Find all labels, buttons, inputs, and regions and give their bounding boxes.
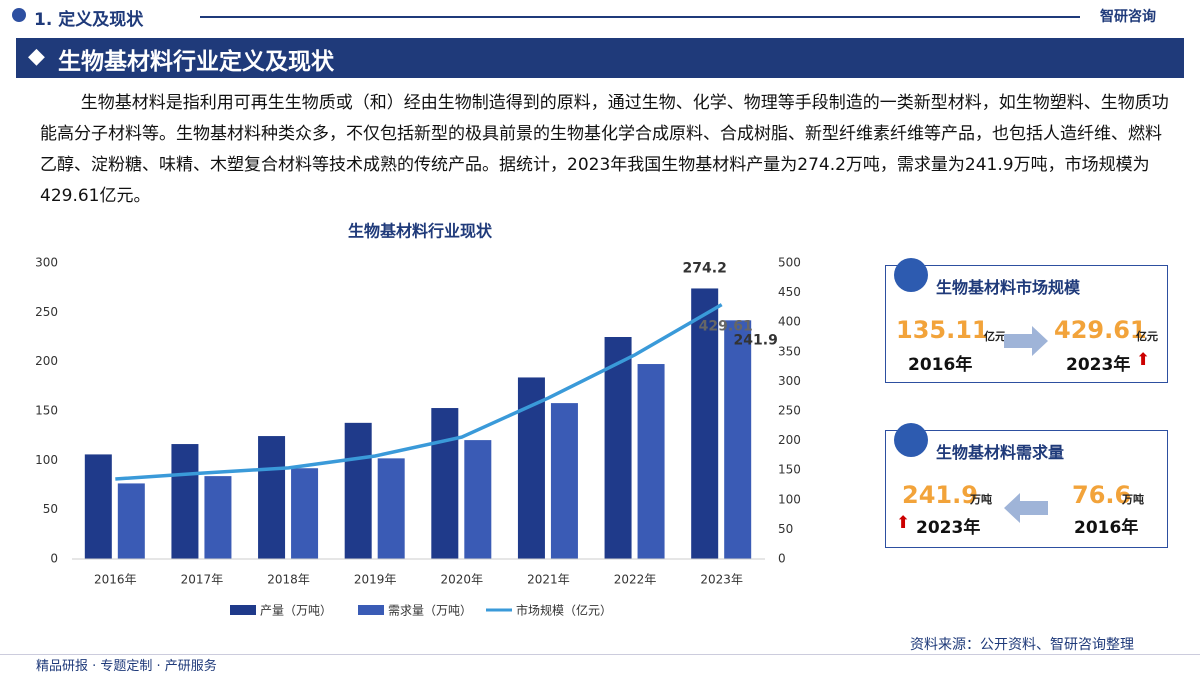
y2-tick-label: 50 (778, 522, 793, 536)
y2-tick-label: 450 (778, 285, 801, 299)
x-tick-label: 2022年 (614, 573, 657, 587)
rule (200, 16, 1080, 18)
bar (691, 288, 719, 559)
x-tick-label: 2018年 (267, 573, 310, 587)
bar (258, 436, 286, 559)
card-unit: 亿元 (1136, 330, 1158, 343)
card-year: 2023年 (916, 518, 981, 538)
card-unit: 万吨 (1122, 493, 1144, 506)
bar (550, 403, 578, 559)
y2-tick-label: 300 (778, 374, 801, 388)
arrow (1004, 493, 1048, 523)
y2-tick-label: 200 (778, 433, 801, 447)
x-tick-label: 2020年 (441, 573, 484, 587)
card-year: 2016年 (908, 355, 973, 375)
section: 1. 定义及现状 (34, 10, 144, 30)
y2-tick-label: 350 (778, 344, 801, 358)
y-tick-label: 50 (43, 502, 58, 516)
chart-title: 生物基材料行业现状 (348, 222, 493, 241)
bar (604, 337, 632, 559)
legend-label: 需求量（万吨） (388, 604, 472, 618)
y2-tick-label: 400 (778, 315, 801, 329)
source: 资料来源：公开资料、智研咨询整理 (910, 637, 1134, 653)
bar (377, 458, 405, 559)
card-value: 135.11 (896, 316, 989, 344)
x-tick-label: 2016年 (94, 573, 137, 587)
legend-label: 市场规模（亿元） (516, 603, 612, 618)
bullet (12, 8, 26, 22)
rule (0, 654, 1200, 655)
title-band (16, 38, 1184, 78)
y-tick-label: 200 (35, 354, 58, 368)
card-unit: 亿元 (984, 330, 1006, 343)
diamond: ◆ (28, 44, 45, 69)
y2-tick-label: 0 (778, 552, 786, 566)
data-label: 274.2 (683, 260, 727, 276)
up-arrow: ⬆ (1136, 350, 1151, 370)
icon (894, 258, 928, 292)
data-label: 241.9 (734, 332, 778, 348)
legend-swatch (358, 605, 384, 615)
card-title: 生物基材料需求量 (936, 443, 1065, 462)
arrow (1004, 326, 1048, 356)
paragraph: 生物基材料是指利用可再生生物质或（和）经由生物制造得到的原料，通过生物、化学、物… (40, 93, 1169, 206)
services: 精品研报 · 专题定制 · 产研服务 (36, 659, 217, 673)
card-value: 429.61 (1054, 316, 1147, 344)
brand: 智研咨询 (1100, 9, 1156, 25)
title: 生物基材料行业定义及现状 (58, 49, 334, 75)
y-tick-label: 0 (50, 552, 58, 566)
legend-label: 产量（万吨） (260, 604, 332, 618)
bar (171, 444, 199, 559)
bar (204, 476, 232, 559)
y2-tick-label: 150 (778, 463, 801, 477)
x-tick-label: 2019年 (354, 573, 397, 587)
line (115, 303, 723, 481)
icon (894, 423, 928, 457)
bar (431, 408, 459, 559)
bar (517, 377, 545, 559)
card-year: 2023年 (1066, 355, 1131, 375)
bar (344, 422, 372, 559)
up-arrow: ⬆ (896, 513, 911, 533)
bar (464, 440, 492, 559)
card-title: 生物基材料市场规模 (936, 278, 1081, 297)
bar (117, 483, 145, 559)
card-unit: 万吨 (970, 493, 992, 506)
x-tick-label: 2017年 (181, 573, 224, 587)
bar (724, 320, 752, 559)
y-tick-label: 300 (35, 256, 58, 270)
legend-swatch (230, 605, 256, 615)
y2-tick-label: 100 (778, 492, 801, 506)
y2-tick-label: 500 (778, 256, 801, 270)
bar (637, 364, 665, 559)
card: 生物基材料需求量 76.6 万吨 2016年 241.9 万吨 ⬆ 2023年 (885, 423, 1168, 548)
data-label: 429.61 (699, 319, 753, 335)
card-value: 76.6 (1072, 481, 1132, 509)
card-year: 2016年 (1074, 518, 1139, 538)
bar (84, 454, 112, 559)
y-tick-label: 150 (35, 404, 58, 418)
card: 生物基材料市场规模 135.11 亿元 2016年 429.61 亿元 2023… (885, 258, 1168, 383)
x-tick-label: 2023年 (700, 573, 743, 587)
chart: 生物基材料行业现状 0 50 100 150 200 250 300 0 50 100 150 200… (35, 222, 801, 618)
y-tick-label: 100 (35, 453, 58, 467)
x-tick-label: 2021年 (527, 573, 570, 587)
bar (291, 468, 319, 559)
y2-tick-label: 250 (778, 404, 801, 418)
y-tick-label: 250 (35, 305, 58, 319)
card-value: 241.9 (902, 481, 978, 509)
